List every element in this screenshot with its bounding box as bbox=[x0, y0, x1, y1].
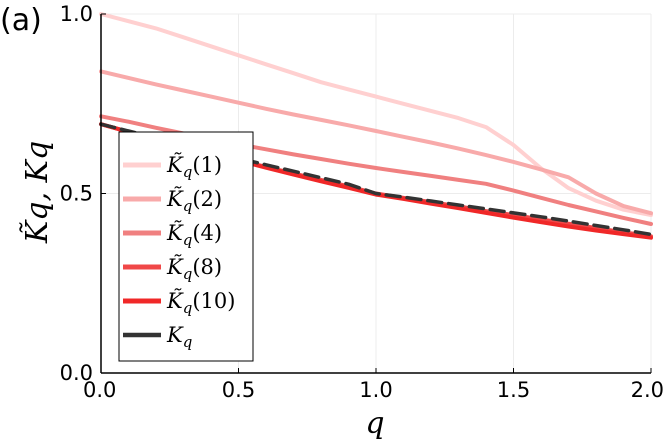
x-tick-label: 1.5 bbox=[497, 378, 530, 402]
x-tick-label: 0.5 bbox=[222, 378, 255, 402]
x-tick-label: 1.0 bbox=[359, 378, 392, 402]
y-tick-label: 0.5 bbox=[60, 182, 93, 206]
legend: K̃q(1) K̃q(2) K̃q(4) K̃q(8) K̃q(10) Kq bbox=[118, 131, 254, 362]
panel-label: (a) bbox=[0, 3, 42, 38]
series-line bbox=[99, 12, 653, 217]
legend-box bbox=[118, 131, 254, 362]
legend-label: K̃q(8) bbox=[166, 255, 222, 283]
y-tick-label: 1.0 bbox=[60, 2, 93, 26]
y-tick-label: 0.0 bbox=[60, 361, 93, 385]
y-axis-title: K̃q, Kq bbox=[20, 141, 55, 244]
legend-label: K̃q(10) bbox=[166, 289, 235, 317]
legend-label: K̃q(2) bbox=[166, 187, 222, 215]
ticks: 0.0 0.5 1.0 1.5 2.0 0.0 0.5 1.0 bbox=[60, 2, 664, 402]
x-axis-title: q bbox=[365, 406, 384, 441]
legend-label: Kq bbox=[166, 323, 192, 351]
x-tick-label: 2.0 bbox=[631, 378, 664, 402]
legend-label: K̃q(1) bbox=[166, 153, 222, 181]
series-line bbox=[99, 69, 653, 216]
legend-label: K̃q(4) bbox=[166, 221, 222, 249]
x-tick-label: 0.0 bbox=[83, 378, 116, 402]
